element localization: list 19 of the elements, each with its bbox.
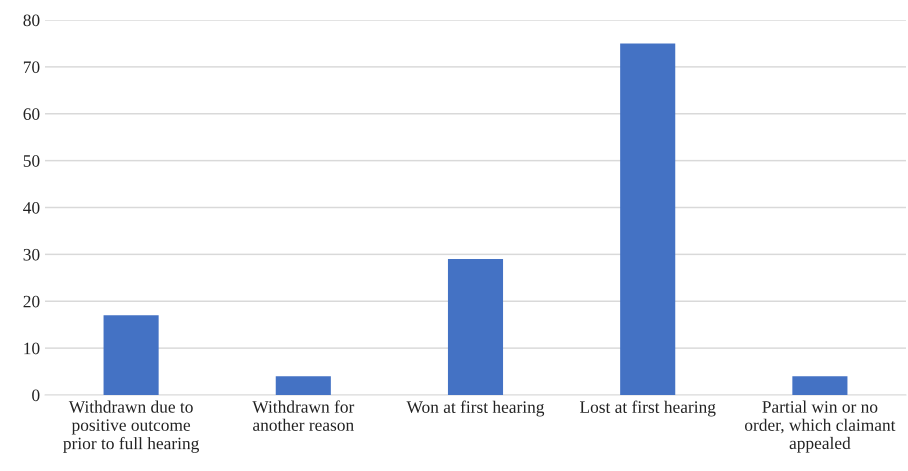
x-tick-label: Withdrawn due to positive outcome prior to full hearing [63, 400, 199, 453]
bar [104, 315, 159, 395]
y-tick-label: 80 [23, 14, 40, 26]
y-tick-label: 10 [24, 342, 40, 354]
x-tick-label: Won at first hearing [406, 400, 544, 417]
bar [620, 43, 676, 395]
y-tick-label: 50 [24, 155, 40, 167]
y-tick-label: 40 [23, 202, 40, 214]
y-tick-label: 0 [32, 389, 40, 402]
x-tick-label: Partial win or no order, which claimant appealed [744, 400, 896, 453]
x-tick-label: Lost at first hearing [580, 400, 716, 417]
y-tick-label: 70 [24, 61, 40, 74]
bar [276, 376, 331, 395]
bar [792, 376, 848, 395]
y-tick-label: 60 [24, 108, 40, 120]
x-tick-label: Withdrawn for another reason [252, 400, 354, 431]
y-tick-label: 20 [24, 296, 40, 308]
y-tick-label: 30 [24, 248, 40, 261]
bar [448, 259, 504, 395]
